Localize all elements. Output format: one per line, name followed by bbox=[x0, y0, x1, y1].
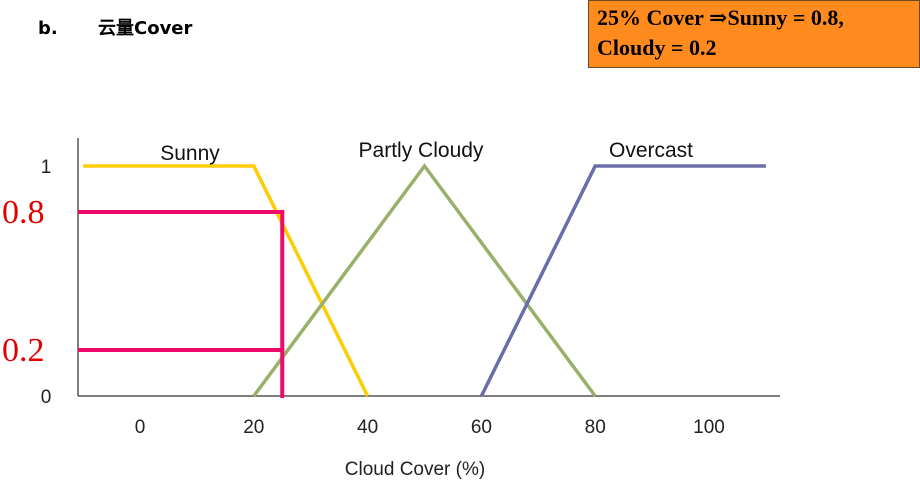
section-label: b. bbox=[38, 18, 58, 39]
x-tick-label: 100 bbox=[693, 417, 725, 438]
x-axis-title: Cloud Cover (%) bbox=[345, 459, 485, 480]
series-line-sunny bbox=[83, 164, 370, 397]
x-tick-label: 40 bbox=[357, 417, 378, 438]
callout-line-2: Cloudy = 0.2 bbox=[597, 35, 717, 60]
x-tick-label: 20 bbox=[243, 417, 264, 438]
section-title: 云量Cover bbox=[98, 18, 193, 39]
marker-level-label: 0.2 bbox=[2, 332, 45, 369]
y-tick-label: 1 bbox=[41, 157, 52, 178]
series-label-sunny: Sunny bbox=[160, 142, 220, 165]
x-tick-label: 60 bbox=[471, 417, 492, 438]
x-tick-label: 0 bbox=[135, 417, 146, 438]
y-tick-label: 0 bbox=[41, 387, 52, 408]
marker-level-label: 0.8 bbox=[2, 194, 45, 231]
series-label-partly-cloudy: Partly Cloudy bbox=[359, 139, 484, 162]
series-line-overcast bbox=[479, 164, 766, 397]
section-heading: b. 云量Cover bbox=[38, 14, 192, 40]
series-label-overcast: Overcast bbox=[609, 139, 693, 162]
series-line-partly-cloudy bbox=[252, 163, 597, 398]
callout-line-1: 25% Cover ⇒Sunny = 0.8, bbox=[597, 5, 844, 30]
x-tick-label: 80 bbox=[585, 417, 606, 438]
result-callout: 25% Cover ⇒Sunny = 0.8, Cloudy = 0.2 bbox=[588, 0, 920, 68]
